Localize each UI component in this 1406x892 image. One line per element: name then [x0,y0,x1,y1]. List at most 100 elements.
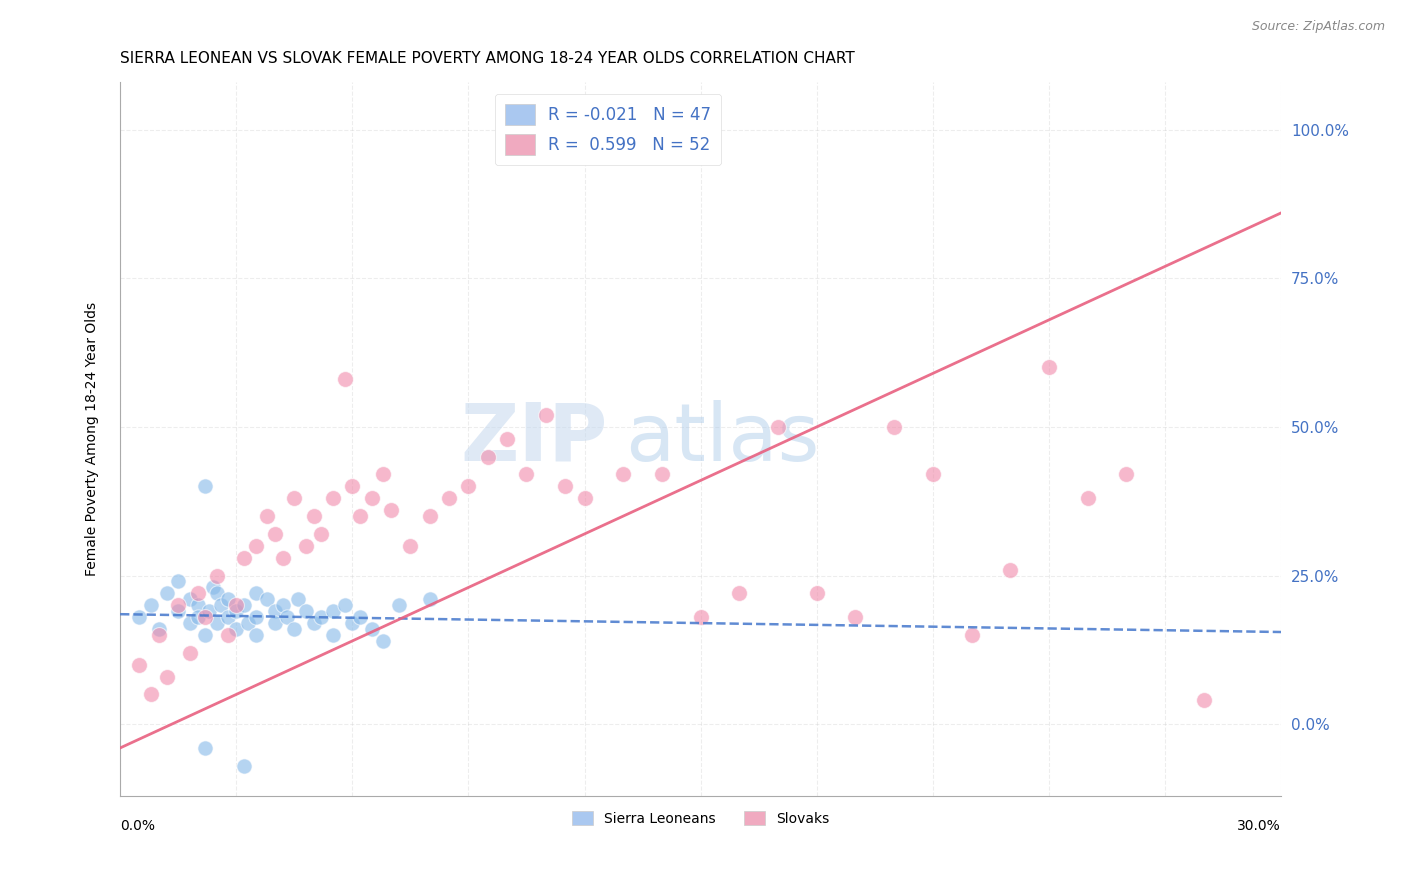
Point [205,568,228,582]
Point [225,599,247,613]
Point [998,563,1021,577]
Point [399,539,422,553]
Point [236,616,259,631]
Point [554,479,576,493]
Point [437,491,460,506]
Point [388,599,411,613]
Point [1192,693,1215,707]
Point [245,586,267,600]
Point [515,467,537,482]
Point [198,604,221,618]
Point [225,622,247,636]
Point [1038,360,1060,375]
Point [179,616,201,631]
Text: 30.0%: 30.0% [1237,819,1281,833]
Point [218,628,240,642]
Point [342,616,364,631]
Point [245,610,267,624]
Point [311,610,333,624]
Point [233,550,256,565]
Point [256,592,278,607]
Point [139,688,162,702]
Point [651,467,673,482]
Point [612,467,634,482]
Point [271,550,294,565]
Text: 0.0%: 0.0% [120,819,155,833]
Point [283,491,305,506]
Point [283,622,305,636]
Text: atlas: atlas [626,400,820,478]
Point [534,408,557,422]
Point [302,509,325,524]
Text: SIERRA LEONEAN VS SLOVAK FEMALE POVERTY AMONG 18-24 YEAR OLDS CORRELATION CHART: SIERRA LEONEAN VS SLOVAK FEMALE POVERTY … [120,51,855,66]
Point [148,622,170,636]
Point [202,581,225,595]
Point [233,758,256,772]
Point [148,628,170,642]
Point [360,491,382,506]
Point [139,599,162,613]
Point [167,599,190,613]
Point [333,599,356,613]
Point [194,610,217,624]
Point [218,592,240,607]
Text: Source: ZipAtlas.com: Source: ZipAtlas.com [1251,20,1385,33]
Point [844,610,866,624]
Point [218,610,240,624]
Y-axis label: Female Poverty Among 18-24 Year Olds: Female Poverty Among 18-24 Year Olds [86,301,100,576]
Point [179,592,201,607]
Point [256,509,278,524]
Point [287,592,309,607]
Point [574,491,596,506]
Point [419,509,441,524]
Point [349,509,371,524]
Point [186,599,208,613]
Point [155,586,177,600]
Point [271,599,294,613]
Point [806,586,828,600]
Point [349,610,371,624]
Point [496,432,519,446]
Point [380,503,402,517]
Point [302,616,325,631]
Point [233,599,256,613]
Point [322,628,344,642]
Point [179,646,201,660]
Point [245,628,267,642]
Point [883,420,905,434]
Point [457,479,479,493]
Point [205,616,228,631]
Point [373,467,395,482]
Point [311,527,333,541]
Point [264,604,287,618]
Point [1115,467,1137,482]
Point [689,610,711,624]
Point [276,610,298,624]
Point [155,670,177,684]
Point [295,539,318,553]
Text: ZIP: ZIP [461,400,607,478]
Point [1077,491,1099,506]
Point [209,599,232,613]
Point [245,539,267,553]
Point [373,634,395,648]
Point [960,628,983,642]
Point [167,604,190,618]
Point [194,741,217,756]
Point [766,420,789,434]
Legend: Sierra Leoneans, Slovaks: Sierra Leoneans, Slovaks [567,805,834,831]
Point [264,527,287,541]
Point [322,604,344,618]
Point [186,586,208,600]
Point [921,467,943,482]
Point [295,604,318,618]
Point [186,610,208,624]
Point [128,657,150,672]
Point [477,450,499,464]
Point [225,604,247,618]
Point [205,586,228,600]
Point [194,628,217,642]
Point [728,586,751,600]
Point [322,491,344,506]
Point [264,616,287,631]
